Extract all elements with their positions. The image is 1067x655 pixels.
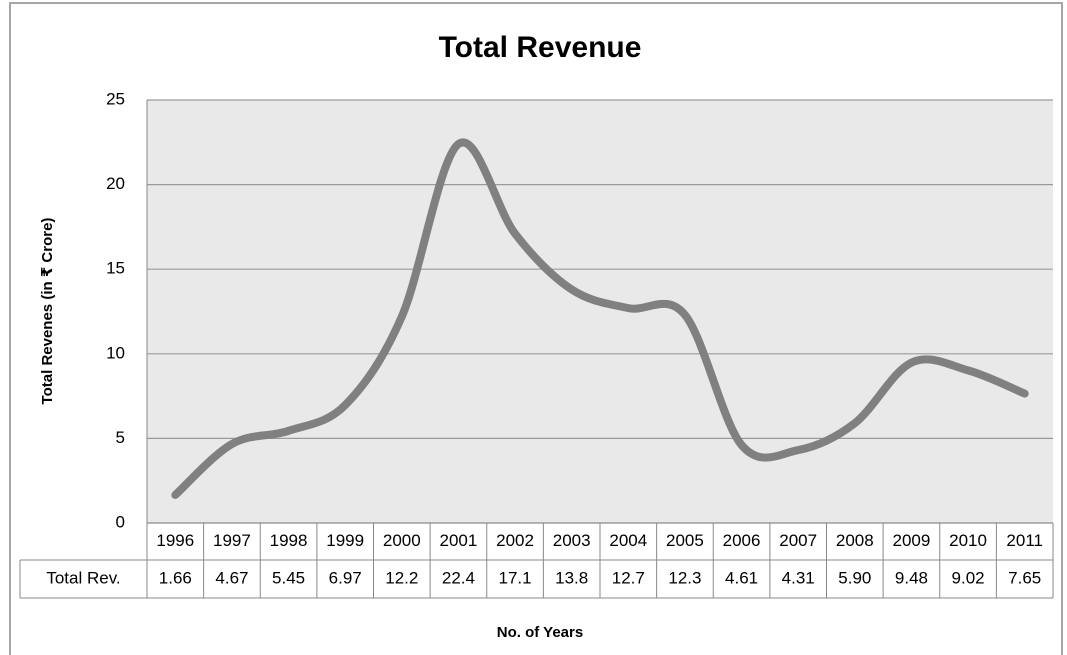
data-label: 6.97 (329, 568, 362, 587)
y-tick-label: 0 (116, 512, 125, 531)
chart-title: Total Revenue (439, 31, 642, 64)
data-label: 12.2 (385, 568, 418, 587)
x-tick-label: 2005 (666, 531, 704, 550)
x-tick-label: 2011 (1006, 531, 1043, 550)
x-tick-label: 2009 (893, 531, 931, 550)
y-tick-label: 20 (106, 174, 125, 193)
x-tick-label: 2003 (553, 531, 591, 550)
y-axis-title: Total Revenes (in ₹ Crore) (39, 218, 56, 405)
data-label: 7.65 (1008, 568, 1041, 587)
line-series (171, 138, 1029, 499)
x-tick-label: 2002 (496, 531, 534, 550)
x-tick-label: 1996 (156, 531, 194, 550)
x-axis-title: No. of Years (497, 624, 583, 641)
data-label: 9.02 (952, 568, 985, 587)
data-label: 12.7 (612, 568, 645, 587)
data-label: 17.1 (499, 568, 532, 587)
x-tick-label: 2006 (723, 531, 761, 550)
x-tick-label: 2004 (609, 531, 647, 550)
x-tick-label: 2001 (440, 531, 478, 550)
data-label: 4.61 (725, 568, 758, 587)
table-row-header: Total Rev. (46, 568, 120, 587)
data-label: 1.66 (159, 568, 192, 587)
x-tick-label: 2007 (779, 531, 817, 550)
y-tick-label: 25 (106, 89, 125, 108)
data-label: 13.8 (555, 568, 588, 587)
y-tick-label: 15 (106, 259, 125, 278)
data-label: 4.67 (215, 568, 248, 587)
x-tick-label: 2010 (949, 531, 987, 550)
x-tick-label: 1997 (213, 531, 251, 550)
data-label: 12.3 (668, 568, 701, 587)
data-label: 5.45 (272, 568, 305, 587)
y-tick-label: 5 (116, 428, 125, 447)
x-tick-label: 2008 (836, 531, 874, 550)
data-label: 5.90 (838, 568, 871, 587)
x-tick-label: 1998 (270, 531, 308, 550)
x-tick-label: 2000 (383, 531, 421, 550)
y-tick-label: 10 (106, 343, 125, 362)
data-label: 22.4 (442, 568, 475, 587)
data-label: 4.31 (782, 568, 815, 587)
data-label: 9.48 (895, 568, 928, 587)
x-tick-label: 1999 (326, 531, 364, 550)
plot-area (147, 100, 1053, 523)
